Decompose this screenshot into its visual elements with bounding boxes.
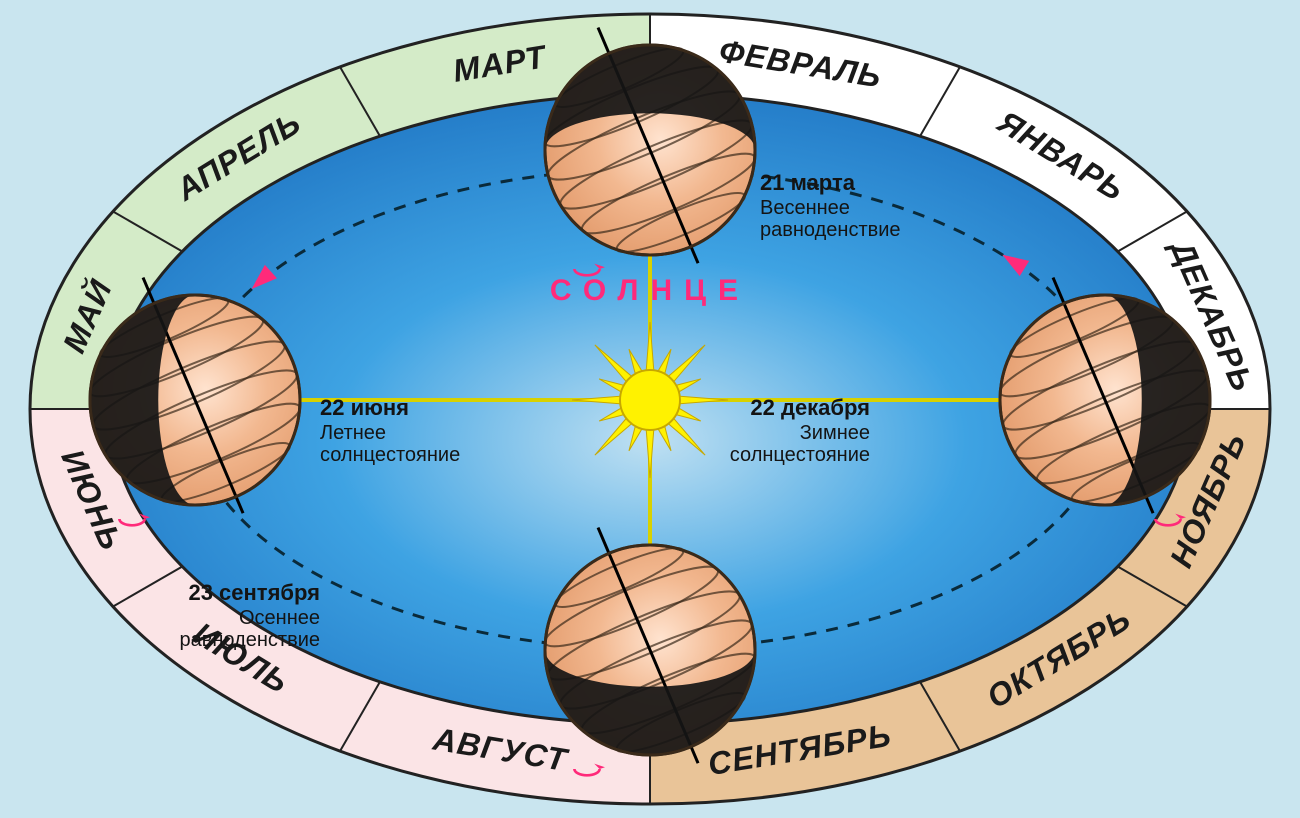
event-date-jun: 22 июня [320,395,409,420]
event-desc-dec: Зимнее [800,422,870,444]
event-desc-sep: Осеннее [239,607,320,629]
seasons-diagram: ДЕКАБРЬЯНВАРЬФЕВРАЛЬМАРТАПРЕЛЬМАЙИЮНЬИЮЛ… [0,0,1300,818]
event-desc2-sep: равноденствие [179,629,320,651]
sun-label: СОЛНЦЕ [550,274,750,307]
event-date-dec: 22 декабря [750,395,870,420]
event-desc2-jun: солнцестояние [320,444,460,466]
event-date-sep: 23 сентября [188,580,320,605]
event-date-mar: 21 марта [760,170,856,195]
event-desc-mar: Весеннее [760,197,850,219]
sun-icon [572,322,728,478]
event-desc2-dec: солнцестояние [730,444,870,466]
event-desc-jun: Летнее [320,422,386,444]
event-desc2-mar: равноденствие [760,219,901,241]
